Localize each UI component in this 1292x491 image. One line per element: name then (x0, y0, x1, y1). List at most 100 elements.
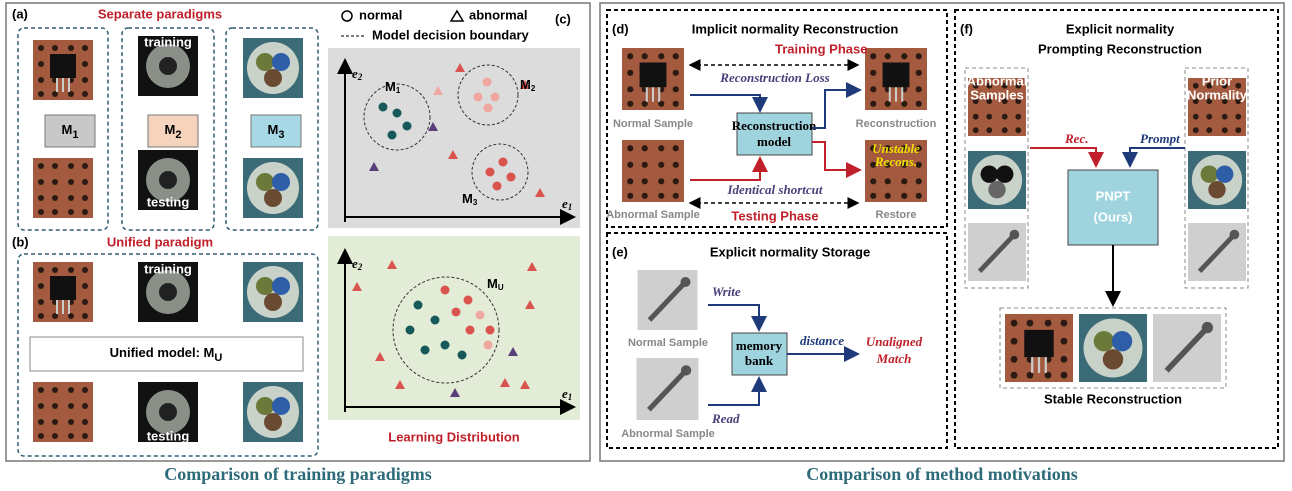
cluster-label: M (385, 79, 396, 94)
image-label: Normality (1187, 87, 1248, 102)
scatter-decoration (441, 286, 450, 295)
image (1188, 223, 1246, 281)
image (33, 262, 93, 322)
model-label: 2 (175, 129, 181, 141)
annotation: Write (712, 284, 741, 299)
scatter-decoration (483, 78, 492, 87)
panel-label: (e) (612, 244, 628, 259)
image-label: training (144, 34, 192, 49)
annotation: Rec. (1064, 131, 1088, 146)
axis-label: 1 (568, 392, 573, 402)
model-label: PNPT (1096, 188, 1131, 203)
image (33, 158, 93, 218)
image-label: Reconstruction (856, 118, 937, 130)
image-label: Restore (876, 209, 917, 221)
cluster-label: 3 (473, 198, 478, 207)
annotation: Unaligned (866, 334, 923, 349)
cluster-label: 2 (531, 84, 536, 93)
arrow (708, 378, 759, 405)
image-label: Abnormal Sample (606, 209, 700, 221)
section-label: Stable Reconstruction (1044, 391, 1182, 406)
scatter-decoration (476, 311, 485, 320)
legend-label: normal (359, 7, 402, 22)
image (968, 223, 1026, 281)
scatter-decoration (484, 341, 493, 350)
section-title: Separate paradigms (98, 6, 222, 21)
panel-label: (b) (12, 234, 29, 249)
axis-label: 2 (357, 72, 363, 82)
scatter-decoration (491, 93, 500, 102)
annotation: Read (711, 411, 740, 426)
scatter-decoration (406, 326, 415, 335)
annotation: Training Phase (775, 41, 867, 56)
scatter-decoration (493, 182, 502, 191)
scatter-decoration (452, 308, 461, 317)
scatter-decoration (421, 346, 430, 355)
cluster-label: M (462, 191, 473, 206)
panel-label: (f) (960, 21, 973, 36)
scatter-decoration (458, 351, 467, 360)
scatter-decoration (388, 131, 397, 140)
cluster-label: M (487, 276, 498, 291)
scatter-decoration (403, 122, 412, 131)
image-label: Normal Sample (613, 118, 693, 130)
image (637, 358, 699, 420)
legend-icon (342, 11, 352, 21)
image (1188, 151, 1246, 209)
section-title: Implicit normality Reconstruction (692, 21, 899, 36)
arrow (690, 95, 760, 111)
section-title: Prompting Reconstruction (1038, 41, 1202, 56)
image-label: Normal Sample (628, 337, 708, 349)
model-box (1068, 170, 1158, 245)
image-label: Abnormal (967, 73, 1028, 88)
image (243, 382, 303, 442)
image (622, 48, 684, 110)
model-label: (Ours) (1094, 209, 1133, 224)
scatter-decoration (379, 103, 388, 112)
image-label: testing (147, 194, 190, 209)
legend-label: Model decision boundary (372, 27, 530, 42)
model-label: Unified model: M (110, 345, 215, 360)
cluster-label: 1 (396, 86, 401, 95)
model-label: M (62, 122, 73, 137)
panel-label: (a) (12, 6, 28, 21)
cluster-label: U (498, 283, 504, 292)
image-label: training (144, 261, 192, 276)
section-title: Explicit normality (1066, 21, 1175, 36)
axis-label: 1 (568, 202, 573, 212)
image-label: Prior (1202, 73, 1232, 88)
image (33, 382, 93, 442)
legend-label: abnormal (469, 7, 528, 22)
scatter-decoration (464, 296, 473, 305)
scatter-decoration (499, 158, 508, 167)
scatter-decoration (484, 104, 493, 113)
plot-bg (328, 48, 580, 228)
section-title: Learning Distribution (388, 429, 520, 444)
scatter-decoration (507, 173, 516, 182)
annotation: Reconstruction Loss (719, 70, 829, 85)
annotation: Prompt (1140, 131, 1180, 146)
cluster-label: M (520, 77, 531, 92)
image-label: Samples (970, 87, 1023, 102)
scatter-decoration (393, 109, 402, 118)
arrow (1030, 148, 1096, 166)
scatter-decoration (466, 326, 475, 335)
image (1153, 314, 1221, 382)
axis-label: 2 (357, 262, 363, 272)
image (243, 38, 303, 98)
model-label: model (757, 134, 791, 149)
scatter-decoration (414, 301, 423, 310)
scatter-decoration (486, 168, 495, 177)
image (638, 270, 698, 330)
model-label: M (165, 122, 176, 137)
figure: (a) Separate paradigms training testing … (0, 0, 1292, 491)
model-label: memory (736, 338, 783, 353)
panel-label: (c) (555, 11, 571, 26)
arrow (812, 142, 860, 170)
panel-label: (d) (612, 21, 629, 36)
image (1005, 314, 1073, 382)
image (968, 151, 1026, 209)
annotation: distance (800, 333, 844, 348)
model-label: Reconstruction (732, 118, 817, 133)
legend-icon (451, 11, 463, 21)
